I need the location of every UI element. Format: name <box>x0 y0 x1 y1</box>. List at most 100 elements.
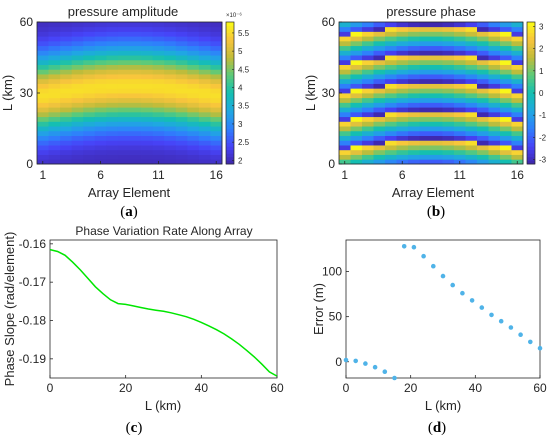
a-cell <box>175 121 188 127</box>
b-cell <box>511 55 524 61</box>
a-colorbar-segment <box>226 135 234 140</box>
panel-d-ticks: 0 20 40 60 0 50 100 <box>322 265 547 395</box>
b-xtick-label: 1 <box>341 168 348 182</box>
b-cell <box>396 149 409 155</box>
b-cell <box>500 22 512 28</box>
a-cell <box>71 93 84 99</box>
b-cell <box>350 31 363 37</box>
a-cell <box>141 135 154 141</box>
b-cell <box>408 121 420 127</box>
b-cell <box>408 145 420 151</box>
c-ytick-label: -0.17 <box>19 275 47 289</box>
a-cell <box>48 130 61 136</box>
b-cell <box>362 93 374 99</box>
b-cell <box>339 83 351 89</box>
a-cell <box>164 102 177 108</box>
a-cell <box>198 26 211 32</box>
b-cell <box>408 22 420 28</box>
b-cell <box>454 126 466 132</box>
a-cell <box>71 74 84 80</box>
a-cell <box>141 59 154 65</box>
b-cell <box>431 111 443 118</box>
a-cell <box>106 55 119 61</box>
a-cell <box>48 45 61 51</box>
b-cell <box>362 50 374 56</box>
b-cell <box>350 69 363 75</box>
b-cell <box>396 45 409 51</box>
b-cell <box>350 135 363 141</box>
a-cell <box>94 50 107 56</box>
a-cell <box>187 126 200 132</box>
a-cell <box>198 22 211 28</box>
b-cell <box>442 36 455 42</box>
b-cell <box>350 88 363 94</box>
b-cell <box>396 83 409 89</box>
b-cell <box>442 140 455 146</box>
a-cell <box>83 140 96 146</box>
a-colorbar-segment <box>226 71 234 76</box>
b-cell <box>488 88 501 94</box>
a-cell <box>37 97 49 103</box>
a-cell <box>48 135 61 141</box>
b-cell <box>431 74 443 80</box>
a-cell <box>198 149 211 155</box>
a-cell <box>198 88 211 94</box>
a-cell <box>71 149 84 155</box>
b-cell <box>431 149 443 155</box>
b-cell <box>488 69 501 75</box>
b-cell <box>488 31 501 37</box>
a-colorbar-segment <box>226 153 234 158</box>
b-cell <box>454 130 466 136</box>
b-cell <box>408 64 420 70</box>
b-cell <box>385 55 397 61</box>
a-cell <box>164 50 177 56</box>
a-cell <box>152 107 165 113</box>
b-cell <box>431 145 443 151</box>
a-colorbar-segment <box>226 156 234 161</box>
b-cell <box>362 140 374 146</box>
a-cell <box>198 36 211 42</box>
b-cell <box>500 74 512 80</box>
panel-c-ticks: 0 20 40 60 -0.16 -0.17 -0.18 -0.19 <box>19 237 284 395</box>
a-cell <box>60 97 73 103</box>
a-cell <box>94 126 107 132</box>
a-cell <box>187 130 200 136</box>
b-cell <box>488 140 501 146</box>
a-cell <box>210 140 223 146</box>
b-cell <box>408 135 420 141</box>
a-cell <box>152 22 165 28</box>
a-cell <box>117 22 130 28</box>
a-cell <box>117 121 130 127</box>
a-cell <box>187 45 200 51</box>
b-cell <box>408 40 420 47</box>
panel-c-axes-box <box>49 239 278 379</box>
b-cell <box>408 159 420 165</box>
a-cell <box>187 145 200 151</box>
a-cell <box>175 64 188 70</box>
b-cell <box>373 130 386 136</box>
b-cell <box>362 59 374 65</box>
b-cell <box>385 135 397 141</box>
a-cell <box>141 26 154 32</box>
b-cell <box>396 31 409 37</box>
b-cell <box>500 78 512 84</box>
a-cell <box>129 26 142 32</box>
a-cell <box>48 26 61 32</box>
b-cell <box>431 126 443 132</box>
b-cell <box>419 130 432 136</box>
b-cell <box>454 107 466 113</box>
a-cell <box>129 40 142 47</box>
b-colorbar-tick-label: -3 <box>539 156 547 165</box>
a-cell <box>48 88 61 94</box>
b-cell <box>511 22 524 28</box>
a-cell <box>37 102 49 108</box>
a-cell <box>141 102 154 108</box>
a-cell <box>71 50 84 56</box>
c-ytick-label: -0.16 <box>19 237 47 251</box>
b-cell <box>373 102 386 108</box>
a-colorbar-segment <box>226 82 234 87</box>
a-cell <box>106 78 119 84</box>
b-cell <box>511 116 524 122</box>
